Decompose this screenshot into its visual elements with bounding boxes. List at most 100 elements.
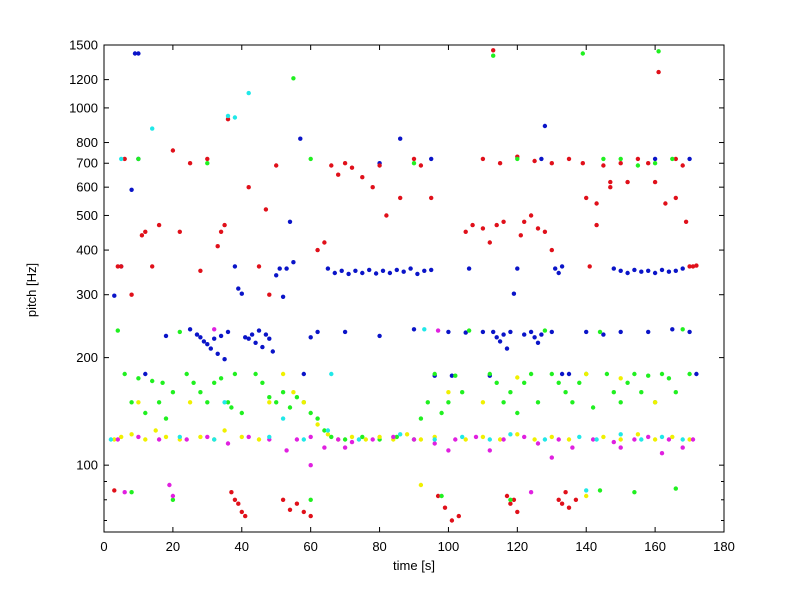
scatter-point: [119, 156, 124, 162]
scatter-point: [528, 371, 534, 377]
scatter-point: [132, 51, 138, 56]
scatter-point: [418, 416, 424, 421]
scatter-point: [218, 229, 224, 234]
scatter-point: [522, 332, 527, 337]
scatter-point: [215, 351, 220, 356]
scatter-point: [360, 434, 365, 440]
scatter-point: [494, 335, 499, 340]
scatter-point: [511, 497, 517, 502]
scatter-point: [549, 329, 554, 335]
y-tick-label: 1200: [69, 72, 98, 87]
scatter-point: [284, 266, 289, 271]
x-tick-label: 20: [166, 539, 180, 554]
scatter-point: [122, 371, 127, 377]
scatter-point: [329, 434, 334, 440]
scatter-point: [659, 451, 665, 456]
scatter-point: [515, 432, 520, 437]
scatter-point: [360, 175, 365, 180]
y-tick-label: 1000: [69, 100, 98, 115]
y-tick-label: 600: [76, 180, 98, 195]
scatter-point: [566, 156, 572, 162]
scatter-point: [539, 156, 544, 162]
scatter-point: [549, 247, 554, 253]
scatter-point: [456, 513, 461, 519]
scatter-point: [267, 292, 272, 297]
y-tick-label: 300: [76, 287, 98, 302]
scatter-point: [687, 156, 692, 162]
scatter-point: [652, 437, 658, 442]
scatter-point: [611, 390, 616, 395]
scatter-point: [549, 371, 554, 377]
scatter-point: [625, 179, 630, 185]
scatter-point: [566, 505, 572, 510]
scatter-point: [608, 179, 613, 185]
scatter-point: [470, 222, 475, 228]
scatter-point: [246, 434, 251, 440]
scatter-point: [652, 400, 658, 405]
scatter-point: [291, 260, 296, 265]
scatter-point: [191, 380, 196, 385]
scatter-points-layer: [108, 48, 699, 523]
scatter-point: [329, 371, 334, 377]
scatter-point: [222, 428, 227, 433]
scatter-point: [422, 327, 427, 332]
scatter-point: [518, 233, 523, 238]
scatter-point: [329, 163, 334, 168]
scatter-point: [301, 437, 306, 442]
scatter-point: [256, 328, 262, 333]
scatter-point: [618, 437, 623, 442]
scatter-point: [384, 213, 389, 218]
scatter-point: [463, 437, 468, 442]
scatter-point: [632, 490, 637, 495]
scatter-point: [504, 493, 510, 499]
scatter-point: [532, 437, 537, 442]
scatter-point: [487, 240, 492, 245]
scatter-point: [528, 213, 534, 218]
scatter-point: [156, 222, 162, 228]
scatter-point: [284, 448, 289, 453]
scatter-point: [274, 400, 279, 405]
scatter-point: [463, 330, 468, 335]
scatter-point: [497, 437, 503, 442]
scatter-point: [687, 437, 692, 442]
scatter-point: [618, 161, 623, 166]
scatter-point: [566, 371, 572, 377]
scatter-point: [432, 371, 437, 377]
scatter-point: [460, 434, 465, 440]
scatter-point: [301, 400, 306, 405]
y-axis: 100 200 300 400 500 600 700 800 1000 1200 1500: [69, 38, 724, 522]
scatter-point: [387, 270, 393, 276]
y-tick-label: 700: [76, 156, 98, 171]
scatter-point: [508, 497, 513, 502]
scatter-point: [112, 488, 117, 493]
scatter-point: [573, 497, 579, 502]
scatter-point: [260, 380, 265, 385]
scatter-point: [129, 432, 134, 437]
scatter-point: [673, 268, 678, 273]
x-tick-label: 120: [506, 539, 528, 554]
scatter-point: [256, 264, 262, 269]
scatter-point: [187, 400, 193, 405]
scatter-point: [301, 509, 306, 515]
scatter-point: [167, 482, 172, 488]
scatter-point: [263, 207, 269, 212]
scatter-point: [315, 247, 320, 253]
scatter-point: [215, 244, 220, 249]
scatter-point: [666, 269, 672, 274]
scatter-point: [232, 497, 238, 502]
scatter-point: [349, 165, 355, 170]
scatter-point: [115, 264, 121, 269]
scatter-point: [129, 187, 134, 192]
scatter-point: [522, 219, 527, 224]
scatter-point: [187, 161, 193, 166]
scatter-point: [346, 271, 351, 277]
x-tick-label: 140: [575, 539, 597, 554]
scatter-point: [322, 445, 327, 450]
scatter-point: [604, 371, 610, 377]
scatter-point: [225, 441, 231, 446]
scatter-point: [260, 344, 265, 350]
scatter-point: [652, 179, 658, 185]
scatter-point: [680, 163, 685, 168]
scatter-point: [449, 518, 455, 523]
scatter-point: [580, 161, 585, 166]
